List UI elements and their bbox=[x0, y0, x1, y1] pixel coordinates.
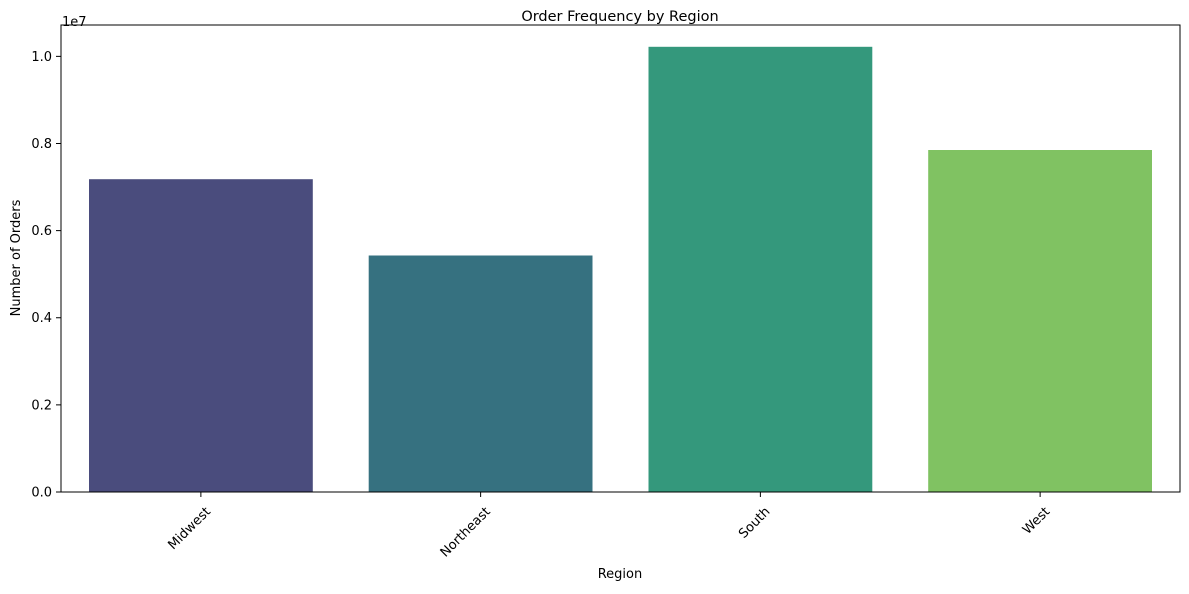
plot-frame bbox=[60, 24, 1181, 493]
y-tick-label: 0.8 bbox=[31, 137, 52, 152]
bar-south bbox=[648, 46, 873, 493]
x-axis-label: Region bbox=[598, 567, 643, 582]
bar-northeast bbox=[368, 255, 593, 492]
x-tick-label-northeast: Northeast bbox=[438, 504, 494, 560]
bars-group bbox=[89, 46, 1152, 493]
bar-west bbox=[928, 150, 1152, 492]
y-tick-label: 0.0 bbox=[31, 486, 52, 501]
y-tick-label: 0.6 bbox=[31, 224, 52, 239]
y-tick-label: 0.4 bbox=[31, 311, 52, 326]
y-axis: 0.0 0.2 0.4 0.6 0.8 1.0 bbox=[31, 50, 61, 501]
x-tick-label-midwest: Midwest bbox=[165, 504, 214, 553]
chart-title: Order Frequency by Region bbox=[521, 9, 718, 25]
bar-midwest bbox=[89, 179, 313, 492]
y-axis-label: Number of Orders bbox=[9, 199, 24, 316]
x-axis: Midwest Northeast South West bbox=[165, 492, 1053, 560]
x-tick-label-south: South bbox=[736, 504, 773, 541]
y-tick-label: 0.2 bbox=[31, 398, 52, 413]
y-tick-label: 1.0 bbox=[31, 50, 52, 65]
x-tick-label-west: West bbox=[1020, 504, 1053, 537]
y-offset-label: 1e7 bbox=[62, 15, 87, 30]
